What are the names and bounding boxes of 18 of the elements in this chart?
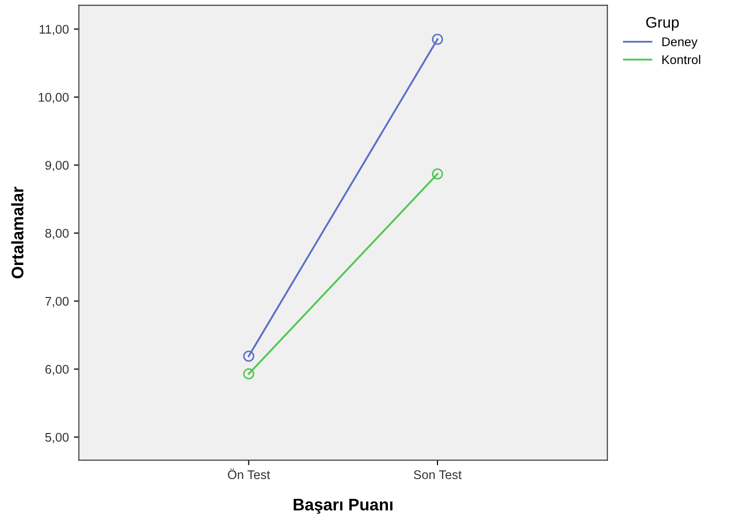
y-axis-title: Ortalamalar xyxy=(11,186,24,278)
point xyxy=(243,368,254,380)
legend-label: Kontrol xyxy=(662,54,700,64)
y-tick-label: 9,00 xyxy=(45,160,69,172)
point xyxy=(432,168,444,180)
y-tick-label: 5,00 xyxy=(45,432,69,444)
y-tick-label: 7,00 xyxy=(45,296,69,308)
point xyxy=(243,350,254,362)
legend-label: Deney xyxy=(662,37,698,49)
x-axis-title: Başarı Puanı xyxy=(294,498,392,514)
legend-title: Grup xyxy=(646,16,679,31)
y-tick-label: 6,00 xyxy=(45,364,69,376)
x-tick-label: Son Test xyxy=(414,470,462,480)
y-tick-label: 8,00 xyxy=(45,228,69,240)
point xyxy=(432,34,444,45)
y-tick-label: 10,00 xyxy=(38,92,69,104)
x-tick-label: Ön Test xyxy=(228,468,270,480)
y-tick-label: 11,00 xyxy=(40,24,69,36)
